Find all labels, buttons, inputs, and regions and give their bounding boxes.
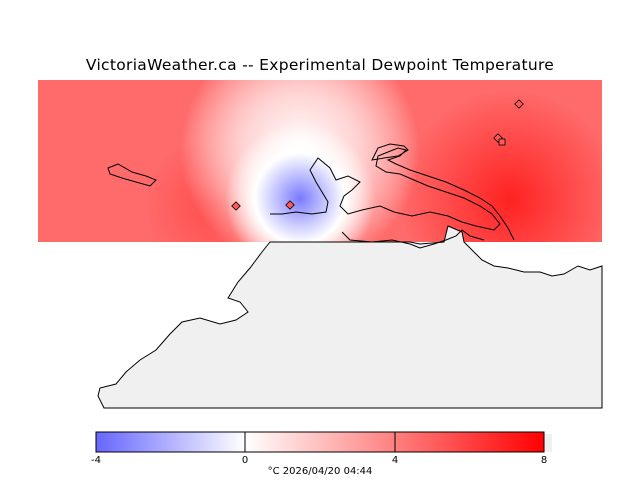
- units-timestamp: °C 2026/04/20 04:44: [267, 466, 373, 477]
- coastline-inlet: [341, 229, 485, 249]
- colorbar-tick-label-four: 4: [391, 455, 399, 466]
- colorbar: [95, 431, 552, 453]
- station-marker-harbour: [285, 200, 295, 210]
- dewpoint-field: [38, 80, 602, 242]
- colorbar-tick-label-zero: 0: [241, 455, 249, 466]
- colorbar-tick-label-max: 8: [540, 455, 548, 466]
- colorbar-tick-label-min: -4: [91, 455, 101, 466]
- colorbar-gradient: [95, 431, 545, 453]
- station-marker-northeast-1: [514, 99, 524, 109]
- station-marker-west: [231, 201, 241, 211]
- station-markers: [231, 99, 524, 211]
- coastline-west-island: [107, 163, 157, 187]
- coastline-harbour: [270, 147, 515, 241]
- coastlines: [107, 143, 515, 249]
- coastline-island: [371, 143, 409, 161]
- station-marker-northeast-3: [498, 138, 506, 146]
- page-title: VictoriaWeather.ca -- Experimental Dewpo…: [85, 56, 555, 74]
- land-southern-peninsula: [97, 225, 603, 409]
